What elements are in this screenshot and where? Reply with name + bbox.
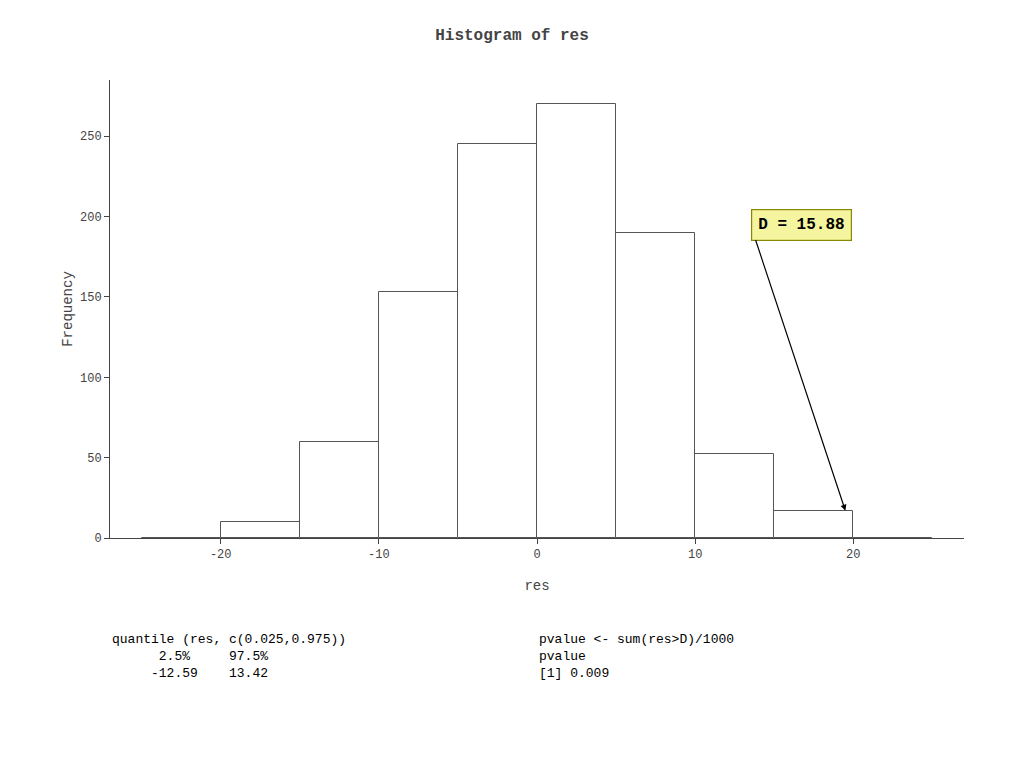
svg-text:100: 100: [80, 372, 102, 386]
svg-text:20: 20: [846, 548, 860, 562]
svg-text:quantile (res, c(0.025,0.975)): quantile (res, c(0.025,0.975)) 2.5% 97.5…: [112, 632, 346, 681]
svg-text:D = 15.88: D = 15.88: [758, 216, 844, 234]
svg-text:200: 200: [80, 211, 102, 225]
svg-text:res: res: [524, 578, 549, 594]
svg-text:0: 0: [94, 532, 101, 546]
svg-text:0: 0: [533, 548, 540, 562]
svg-text:pvalue <- sum(res>D)/1000pvalu: pvalue <- sum(res>D)/1000pvalue[1] 0.009: [539, 632, 734, 681]
svg-text:-10: -10: [368, 548, 390, 562]
svg-text:-20: -20: [210, 548, 232, 562]
svg-text:150: 150: [80, 291, 102, 305]
svg-text:10: 10: [688, 548, 702, 562]
svg-text:50: 50: [87, 452, 101, 466]
svg-text:Histogram of res: Histogram of res: [435, 27, 589, 45]
svg-text:Frequency: Frequency: [60, 271, 76, 347]
svg-text:250: 250: [80, 130, 102, 144]
